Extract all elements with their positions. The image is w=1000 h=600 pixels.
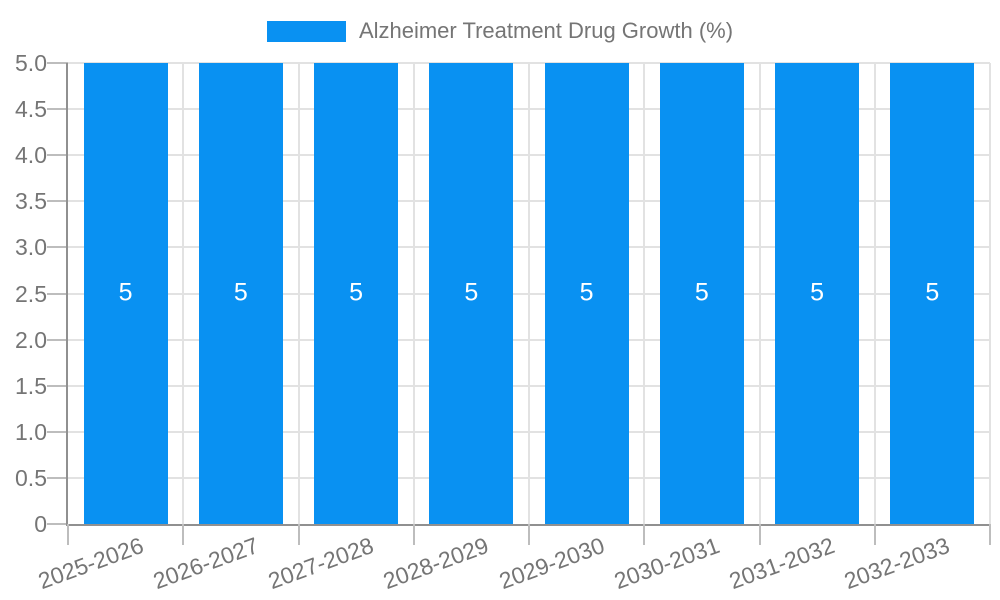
x-tick-mark [528, 524, 530, 545]
x-tick-label: 2029-2030 [495, 532, 608, 595]
y-tick-mark [47, 154, 68, 157]
x-gridline [182, 63, 185, 524]
x-gridline [643, 63, 646, 524]
x-tick-mark [873, 524, 876, 545]
y-tick-label: 4.5 [15, 96, 47, 123]
y-tick-mark [47, 200, 68, 203]
bar[interactable]: 5 [429, 63, 514, 524]
bar[interactable]: 5 [890, 63, 975, 524]
x-tick-mark [67, 524, 69, 545]
x-tick-mark [182, 524, 185, 545]
x-gridline [758, 63, 761, 524]
x-tick-label: 2027-2028 [264, 532, 378, 595]
x-tick-label: 2032-2033 [841, 532, 954, 595]
legend: Alzheimer Treatment Drug Growth (%) [0, 18, 1000, 44]
x-tick-label: 2025-2026 [34, 532, 147, 595]
bar[interactable]: 5 [775, 63, 860, 524]
x-tick-label: 2031-2032 [725, 532, 839, 595]
bar-value-label: 5 [925, 278, 940, 306]
y-tick-mark [47, 246, 68, 249]
bar[interactable]: 5 [198, 63, 283, 524]
bar-value-label: 5 [579, 278, 594, 306]
y-tick-mark [47, 338, 68, 341]
y-tick-mark [47, 476, 68, 479]
y-axis-line [66, 63, 68, 524]
y-tick-mark [47, 523, 68, 525]
y-tick-label: 3.0 [15, 234, 47, 261]
bar[interactable]: 5 [314, 63, 399, 524]
bar-value-label: 5 [694, 278, 709, 306]
x-tick-mark [297, 524, 300, 545]
bar-value-label: 5 [349, 278, 364, 306]
y-tick-mark [47, 292, 68, 295]
x-tick-label: 2026-2027 [149, 532, 262, 595]
y-tick-label: 5.0 [15, 50, 47, 76]
plot-area: 5 5 5 5 5 5 5 5 [66, 62, 991, 526]
x-tick-mark [989, 524, 991, 545]
y-tick-mark [47, 108, 68, 111]
x-tick-label: 2030-2031 [610, 532, 723, 595]
x-tick-label: 2028-2029 [380, 532, 493, 595]
x-gridline [528, 63, 530, 524]
bar[interactable]: 5 [83, 63, 168, 524]
bar-value-label: 5 [810, 278, 825, 306]
x-tick-mark [412, 524, 415, 545]
y-tick-label: 4.0 [15, 142, 47, 169]
legend-item[interactable]: Alzheimer Treatment Drug Growth (%) [266, 18, 734, 44]
y-tick-mark [47, 62, 68, 64]
bar-value-label: 5 [118, 278, 133, 306]
y-tick-label: 2.0 [15, 326, 47, 353]
y-tick-label: 0.5 [15, 464, 47, 491]
x-tick-mark [758, 524, 761, 545]
x-gridline [297, 63, 300, 524]
x-gridline [412, 63, 415, 524]
y-tick-mark [47, 384, 68, 387]
x-tick-mark [643, 524, 646, 545]
x-gridline [873, 63, 876, 524]
bar[interactable]: 5 [659, 63, 744, 524]
y-tick-label: 2.5 [15, 280, 47, 307]
y-tick-label: 1.0 [15, 418, 47, 445]
x-gridline [989, 63, 991, 524]
y-tick-label: 0 [34, 511, 47, 537]
y-tick-mark [47, 430, 68, 433]
legend-label: Alzheimer Treatment Drug Growth (%) [358, 18, 734, 43]
bar-value-label: 5 [464, 278, 479, 306]
bar[interactable]: 5 [544, 63, 629, 524]
y-tick-label: 1.5 [15, 372, 47, 399]
bar-value-label: 5 [233, 278, 248, 306]
y-tick-label: 3.5 [15, 188, 47, 215]
legend-swatch-icon [266, 20, 346, 42]
